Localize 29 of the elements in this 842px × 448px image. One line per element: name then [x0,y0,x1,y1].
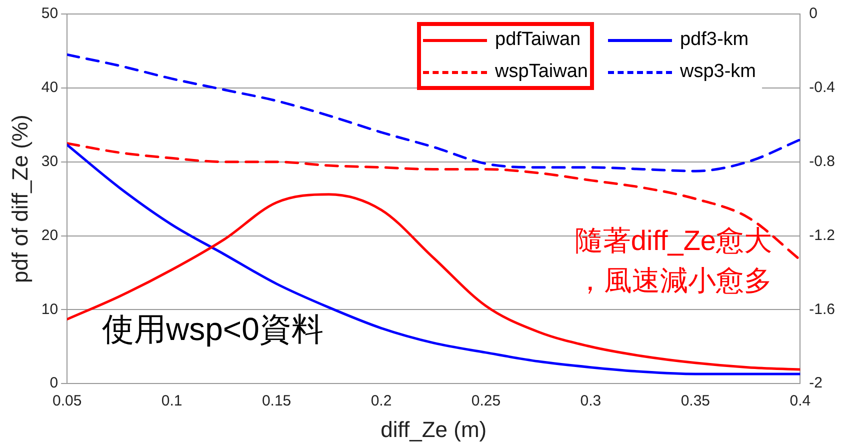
x-tick-label: 0.3 [580,392,602,410]
legend-label: pdf3-km [680,29,749,51]
y2-tick-label: -0.4 [809,79,836,96]
x-tick-label: 0.25 [471,392,501,410]
y-tick-label: 30 [41,152,58,170]
y2-tick-label: -2 [809,374,822,392]
y-tick-label: 0 [50,374,58,392]
y2-tick-label: 0 [809,5,818,22]
x-tick-label: 0.2 [370,392,392,410]
y-tick-label: 40 [41,79,58,96]
annotation: 使用wsp<0資料 [102,310,324,349]
y-axis-title: pdf of diff_Ze (%) [7,114,32,283]
x-tick-label: 0.35 [680,392,710,410]
y-tick-label: 50 [41,5,58,22]
legend-label: pdfTaiwan [495,29,581,51]
x-tick-label: 0.1 [161,392,182,410]
y-tick-label: 10 [41,300,58,318]
x-tick-label: 0.05 [52,392,82,410]
x-axis-title: diff_Ze (m) [380,416,487,442]
legend-label: wspTaiwan [495,61,588,83]
y2-tick-label: -1.6 [809,300,836,318]
annotation: 隨著diff_Ze愈大 [574,224,772,258]
legend-label: wsp3-km [680,61,756,83]
x-tick-label: 0.15 [262,392,292,410]
y-tick-label: 20 [41,226,58,244]
annotation: ，風速減小愈多 [576,264,772,298]
y2-tick-label: -1.2 [809,226,836,244]
y2-tick-label: -0.8 [809,152,836,170]
x-tick-label: 0.4 [790,392,811,410]
